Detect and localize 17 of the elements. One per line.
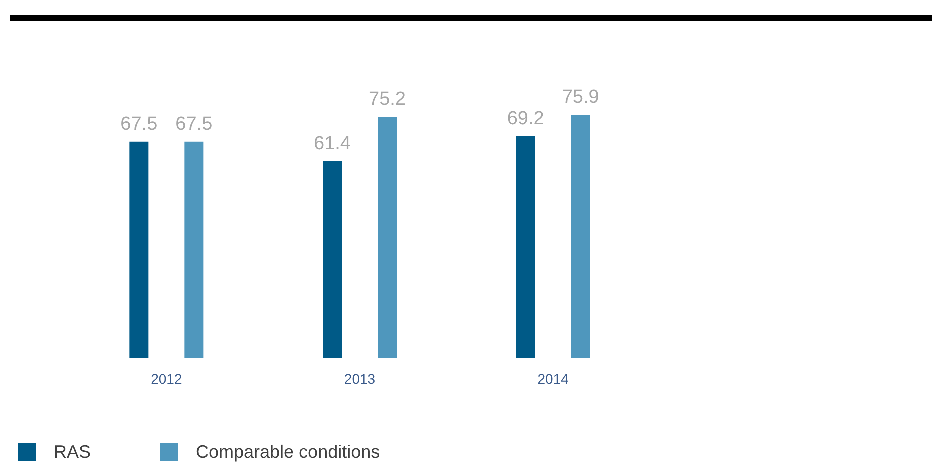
legend-label: Comparable conditions xyxy=(196,442,380,462)
bar xyxy=(571,115,590,358)
data-label: 67.5 xyxy=(176,114,213,135)
bar xyxy=(323,161,342,358)
bar xyxy=(130,142,149,358)
x-tick-label: 2014 xyxy=(538,370,570,387)
bar xyxy=(516,136,536,358)
data-label: 69.2 xyxy=(507,108,544,130)
data-label: 75.2 xyxy=(369,89,406,110)
data-label: 61.4 xyxy=(314,133,352,154)
data-label: 67.5 xyxy=(120,114,158,135)
x-tick-label: 2013 xyxy=(344,370,376,387)
data-label: 75.9 xyxy=(562,87,600,108)
bar xyxy=(184,142,204,358)
bar xyxy=(378,117,397,358)
x-tick-label: 2012 xyxy=(151,370,182,387)
legend-label: RAS xyxy=(54,442,92,462)
